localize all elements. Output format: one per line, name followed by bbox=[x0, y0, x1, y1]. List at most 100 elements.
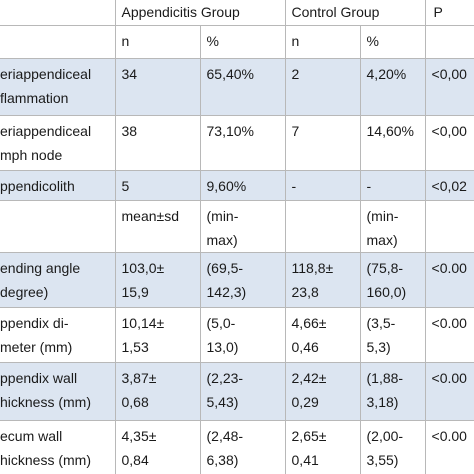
subheader-row: n% n% bbox=[0, 25, 474, 59]
cell: 4,35± 0,84 bbox=[114, 420, 200, 474]
cell-text: 38 bbox=[121, 122, 138, 139]
cell: 118,8± 23,8 bbox=[284, 252, 361, 308]
cell-text: <0,00 bbox=[431, 65, 467, 82]
cell-text: <0.00 bbox=[431, 427, 467, 444]
data-row: eriappendiceal mph node 38 73,10% 7 14,60% <0,… bbox=[0, 115, 474, 171]
cell-text: 3,55) bbox=[366, 451, 399, 468]
cell: - bbox=[284, 170, 361, 201]
cell-text: 14,60% bbox=[366, 122, 414, 139]
cell-text: eriappendiceal bbox=[0, 122, 92, 139]
cell-text: ppendix di- bbox=[0, 314, 69, 331]
cell: (2,23- 5,43) bbox=[199, 362, 286, 421]
cell: (min-max) bbox=[199, 200, 286, 253]
cell: (69,5- 142,3) bbox=[199, 252, 286, 308]
cell-text: 65,40% bbox=[206, 65, 254, 82]
cell-text: - bbox=[291, 177, 297, 194]
group-header: Control Group bbox=[284, 0, 426, 26]
cell-text: 9,60% bbox=[206, 177, 247, 194]
cell-text: - bbox=[366, 177, 372, 194]
row-label: ppendix di-meter (mm) bbox=[0, 307, 115, 363]
cell-text: ending angle bbox=[0, 259, 81, 276]
cell: 10,14± 1,53 bbox=[114, 307, 200, 363]
data-row: ppendix di-meter (mm) 10,14± 1,53 (5,0- 13,0… bbox=[0, 307, 474, 363]
cell-text: eriappendiceal bbox=[0, 65, 92, 82]
cell: 7 bbox=[284, 115, 361, 171]
data-row: ending angle degree) 103,0± 15,9 (69,5- 142,3… bbox=[0, 252, 474, 308]
cell: 5 bbox=[114, 170, 200, 201]
cell-text: ppendix wall bbox=[0, 369, 78, 386]
subheader-cell: n bbox=[114, 25, 200, 59]
cell-text: 103,0± bbox=[121, 259, 165, 276]
subheader-cell: n bbox=[284, 25, 361, 59]
cell-text: 23,8 bbox=[291, 283, 319, 300]
cell-text: 4,20% bbox=[366, 65, 407, 82]
row-label bbox=[0, 200, 115, 253]
cell-text: 15,9 bbox=[121, 283, 149, 300]
cell: 34 bbox=[114, 58, 200, 116]
cell: 2,65± 0,41 bbox=[284, 420, 361, 474]
cell-text: 118,8± bbox=[291, 259, 334, 276]
cell-text: <0,00 bbox=[431, 122, 467, 139]
row-label: ppendix wall hickness (mm) bbox=[0, 362, 115, 421]
cell-text: 0,46 bbox=[291, 338, 319, 355]
cell-text: max) bbox=[206, 231, 238, 248]
cell: <0,02 bbox=[424, 170, 474, 201]
cell: 65,40% bbox=[199, 58, 286, 116]
row-label: ppendicolith bbox=[0, 170, 115, 201]
cell-text: 5,3) bbox=[366, 338, 391, 355]
cell-text: 0,68 bbox=[121, 393, 149, 410]
cell-text: 2 bbox=[291, 65, 300, 82]
cell-text: (1,88- bbox=[366, 369, 404, 386]
data-row: ppendix wall hickness (mm) 3,87± 0,68 (2,23-… bbox=[0, 362, 474, 421]
row-label: eriappendiceal mph node bbox=[0, 115, 115, 171]
cell-text: mph node bbox=[0, 146, 63, 163]
cell-text: 34 bbox=[121, 65, 138, 82]
cell-text: meter (mm) bbox=[0, 338, 73, 355]
cell: <0,00 bbox=[424, 115, 474, 171]
cell-text: 4,35± bbox=[121, 427, 157, 444]
cell-text: hickness (mm) bbox=[0, 451, 92, 468]
cell-text: (2,00- bbox=[366, 427, 404, 444]
cell: 103,0± 15,9 bbox=[114, 252, 200, 308]
cell-text: 0,41 bbox=[291, 451, 319, 468]
cell-text: degree) bbox=[0, 283, 49, 300]
cell-text: 142,3) bbox=[206, 283, 247, 300]
cell-text: ecum wall bbox=[0, 427, 63, 444]
cell: <0,00 bbox=[424, 58, 474, 116]
cell-text: <0.00 bbox=[431, 314, 467, 331]
cell: (2,00- 3,55) bbox=[359, 420, 426, 474]
cell: 4,20% bbox=[359, 58, 426, 116]
cell-text: ppendicolith bbox=[0, 177, 75, 194]
cell: 4,66± 0,46 bbox=[284, 307, 361, 363]
cell: - bbox=[359, 170, 426, 201]
cell-text: 2,42± bbox=[291, 369, 327, 386]
cell: 14,60% bbox=[359, 115, 426, 171]
cell-text: 13,0) bbox=[206, 338, 239, 355]
cell: 9,60% bbox=[199, 170, 286, 201]
cell-text: (5,0- bbox=[206, 314, 236, 331]
cell: <0.00 bbox=[424, 307, 474, 363]
data-row: ecum wall hickness (mm) 4,35± 0,84 (2,48- 6,3… bbox=[0, 420, 474, 474]
cell bbox=[424, 200, 474, 253]
cell-text: <0.00 bbox=[431, 259, 467, 276]
cell-text: 6,38) bbox=[206, 451, 239, 468]
row-label: eriappendiceal flammation bbox=[0, 58, 115, 116]
cell: 73,10% bbox=[199, 115, 286, 171]
cell bbox=[284, 200, 361, 253]
cell-text: hickness (mm) bbox=[0, 393, 92, 410]
p-header: P bbox=[424, 0, 474, 26]
cell-text: 160,0) bbox=[366, 283, 407, 300]
cell: (3,5- 5,3) bbox=[359, 307, 426, 363]
cell-text: (min- bbox=[206, 207, 239, 224]
cell-text: flammation bbox=[0, 89, 69, 106]
cell-text: <0,02 bbox=[431, 177, 467, 194]
cell-text: 73,10% bbox=[206, 122, 254, 139]
data-row: mean±sd (min-max) (min-max) bbox=[0, 200, 474, 253]
cell-text: (2,23- bbox=[206, 369, 244, 386]
subheader-cell: % bbox=[359, 25, 426, 59]
cell: (75,8- 160,0) bbox=[359, 252, 426, 308]
cell-text: max) bbox=[366, 231, 398, 248]
